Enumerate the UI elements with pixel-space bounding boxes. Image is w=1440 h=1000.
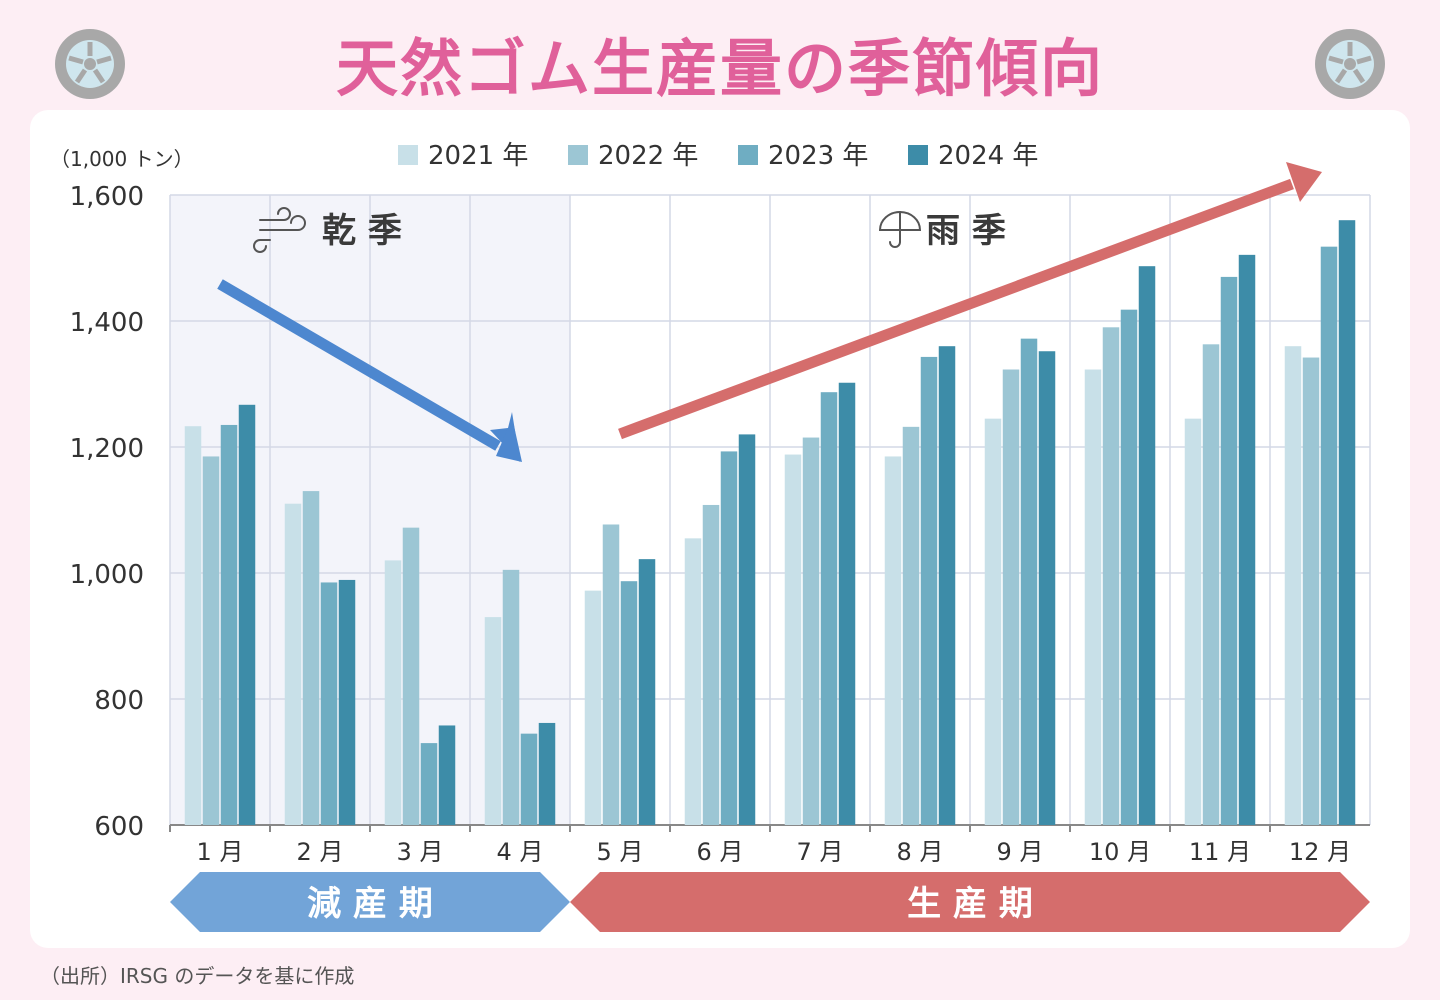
production-period-band: [570, 872, 1370, 932]
bar: [1020, 338, 1038, 825]
bar: [402, 527, 420, 825]
bar: [384, 560, 402, 825]
x-tick-label: 7 月: [797, 838, 844, 866]
x-tick-label: 3 月: [397, 838, 444, 866]
upward-arrow-head: [1286, 162, 1322, 202]
y-tick-label: 1,200: [70, 434, 144, 464]
y-tick-label: 1,600: [70, 182, 144, 212]
bar: [938, 346, 956, 825]
x-tick-label: 5 月: [597, 838, 644, 866]
bar: [602, 524, 620, 825]
bar: [720, 451, 738, 825]
downward-trend-arrow: [217, 279, 501, 451]
bar: [920, 356, 938, 825]
x-tick-label: 10 月: [1089, 838, 1151, 866]
y-unit-label: （1,000 トン）: [50, 147, 194, 171]
chart-title: 天然ゴム生産量の季節傾向: [335, 32, 1104, 105]
wind-line: [259, 207, 291, 221]
umbrella-icon: [878, 211, 922, 248]
bar: [238, 404, 256, 825]
bar: [220, 424, 238, 825]
bar: [1002, 369, 1020, 825]
bar: [538, 722, 556, 825]
x-tick-label: 9 月: [997, 838, 1044, 866]
production-period-label: 生 産 期: [907, 884, 1033, 924]
x-tick-label: 6 月: [697, 838, 744, 866]
umbrella-handle: [889, 211, 901, 248]
bar: [1220, 276, 1238, 825]
bar: [1138, 266, 1156, 825]
tire-icon: [55, 29, 125, 99]
bar: [284, 503, 302, 825]
decline-period-band: [170, 872, 570, 932]
legend-label: 2022 年: [598, 141, 698, 171]
bar: [1302, 357, 1320, 825]
dry-season-label: 乾 季: [322, 211, 402, 251]
y-tick-label: 1,400: [70, 308, 144, 338]
chart-panel: 600 800 1,000 1,200 1,400 1,600 （1,000 トン） 2021…: [30, 110, 1410, 948]
y-tick-label: 600: [94, 812, 144, 842]
decline-period-label: 減 産 期: [307, 884, 433, 924]
bar: [1238, 254, 1256, 826]
source-note: （出所）IRSG のデータを基に作成: [40, 964, 355, 988]
bar-chart: 600 800 1,000 1,200 1,400 1,600 （1,000 トン） 2021…: [50, 141, 1371, 932]
wind-line: [259, 215, 306, 231]
wind-line: [253, 239, 271, 253]
x-tick-label: 11 月: [1189, 838, 1251, 866]
bar: [1120, 309, 1138, 825]
bar: [520, 733, 538, 825]
bar: [420, 743, 438, 825]
legend-swatch: [568, 145, 588, 165]
umbrella-canopy: [878, 211, 922, 231]
bar: [784, 454, 802, 825]
bar: [1202, 344, 1220, 825]
bar: [320, 582, 338, 825]
x-tick-label: 4 月: [497, 838, 544, 866]
bar: [638, 559, 656, 825]
bar: [1084, 369, 1102, 825]
bar: [338, 579, 356, 825]
bar: [684, 538, 702, 825]
bar: [438, 725, 456, 825]
bar: [984, 418, 1002, 825]
bar: [802, 437, 820, 825]
bar: [884, 456, 902, 825]
bar: [584, 590, 602, 825]
x-tick-label: 12 月: [1289, 838, 1351, 866]
bar: [202, 456, 220, 825]
x-tick-label: 2 月: [297, 838, 344, 866]
bar: [1320, 246, 1338, 825]
legend-swatch: [908, 145, 928, 165]
bar: [502, 569, 520, 825]
bar: [484, 617, 502, 825]
tire-icon: [1315, 29, 1385, 99]
bar: [838, 382, 856, 825]
bar: [702, 504, 720, 825]
bar: [902, 426, 920, 825]
legend-swatch: [738, 145, 758, 165]
bar: [1102, 327, 1120, 825]
bar: [820, 392, 838, 825]
rainy-season-label: 雨 季: [926, 211, 1006, 251]
x-tick-label: 8 月: [897, 838, 944, 866]
downward-arrow-head: [496, 426, 522, 462]
x-tick-label: 1 月: [197, 838, 244, 866]
bar: [738, 434, 756, 825]
legend-label: 2023 年: [768, 141, 868, 171]
y-tick-label: 800: [94, 686, 144, 716]
legend-label: 2021 年: [428, 141, 528, 171]
bar: [1338, 220, 1356, 825]
bar: [184, 426, 202, 825]
bar: [1038, 351, 1056, 825]
y-tick-label: 1,000: [70, 560, 144, 590]
legend-swatch: [398, 145, 418, 165]
upward-trend-arrow: [618, 178, 1294, 440]
bar: [620, 581, 638, 825]
bar: [302, 491, 320, 825]
wind-icon: [253, 207, 306, 253]
legend-label: 2024 年: [938, 141, 1038, 171]
bar: [1284, 346, 1302, 825]
bar: [1184, 418, 1202, 825]
